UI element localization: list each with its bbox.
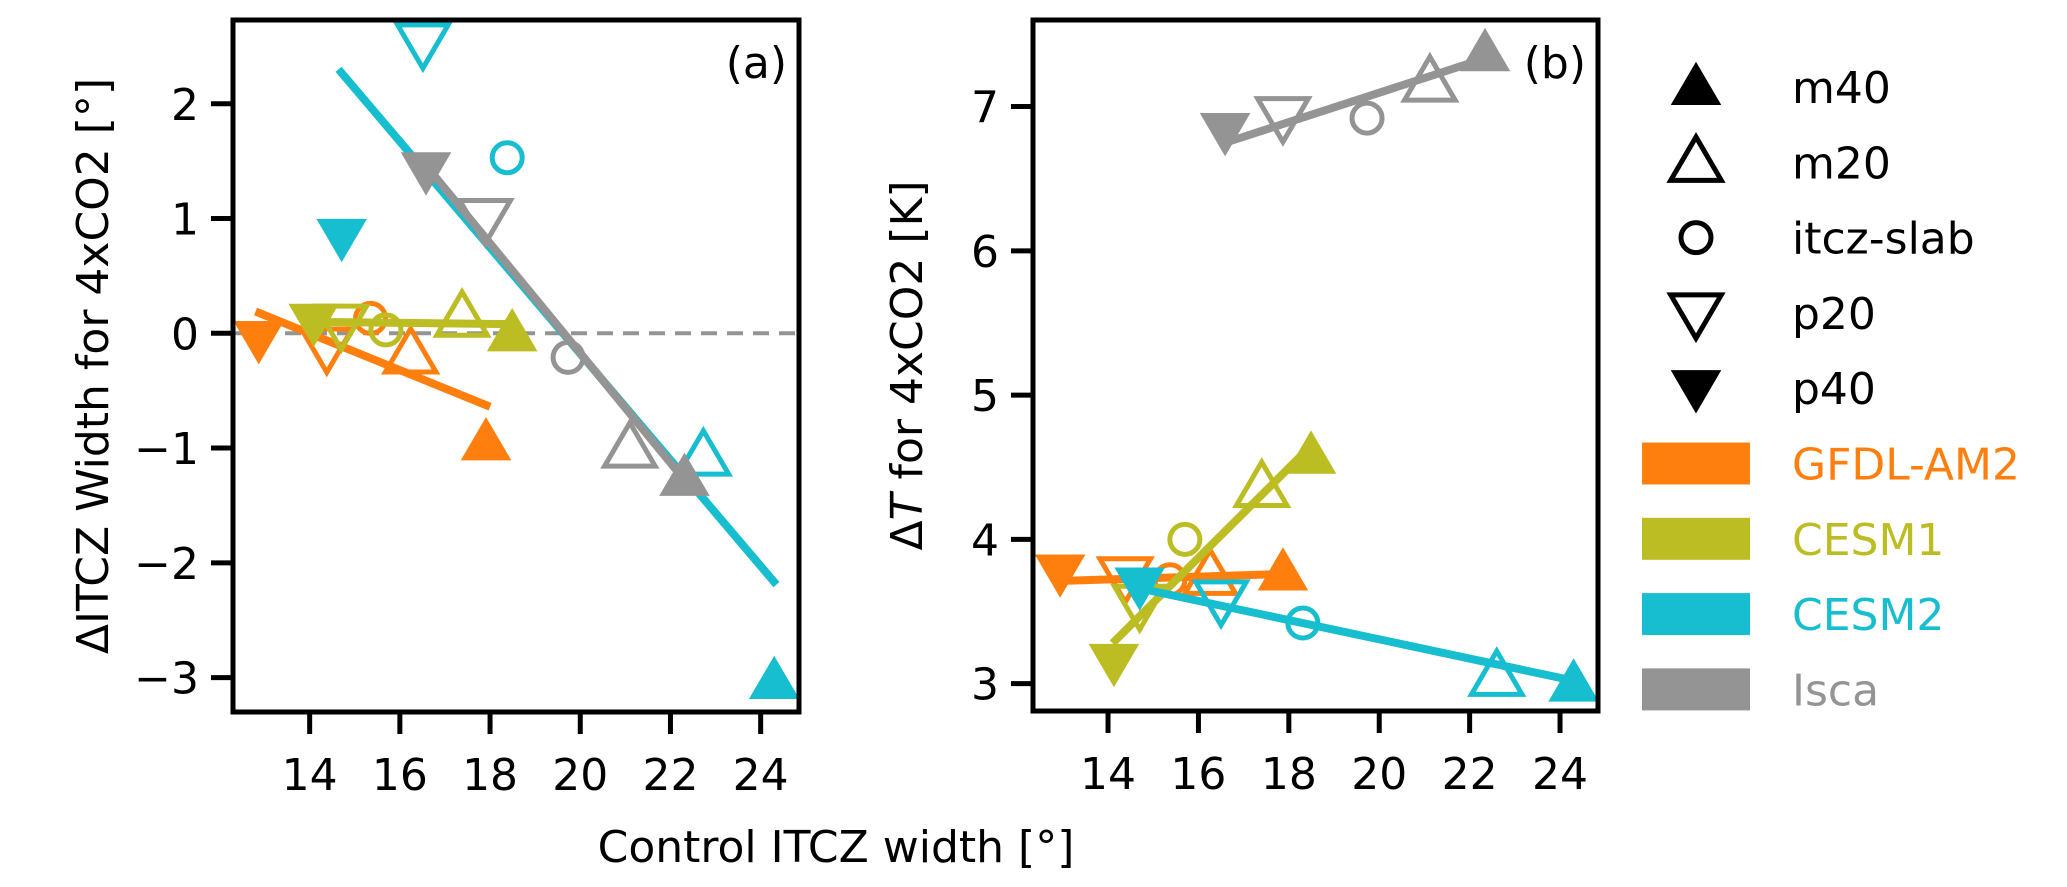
axes-frame: [1030, 17, 1601, 714]
x-tick-label: 24: [1532, 749, 1588, 800]
data-point-cesm2-p40: [316, 218, 367, 263]
legend-label: GFDL-AM2: [1792, 440, 2020, 491]
legend-label: itcz-slab: [1792, 214, 1975, 265]
x-tick-label: 18: [462, 750, 518, 801]
series-cesm1: [1088, 430, 1337, 688]
legend-label: m20: [1792, 138, 1891, 189]
plot-area: [1034, 27, 1598, 702]
panel-a: 14 16 18 20 22 24 2 1 0 −1 −2 −3 (a) ΔITCZ Width for …: [68, 17, 802, 801]
legend-color-swatch: [1642, 668, 1750, 711]
data-point-cesm1-m40: [486, 307, 538, 352]
y-tick-label: −2: [134, 539, 199, 590]
x-tick-label: 22: [642, 750, 698, 801]
legend-label: Isca: [1792, 665, 1879, 716]
legend-color-swatch: [1642, 593, 1750, 636]
data-point-cesm2-m20: [673, 425, 734, 477]
y-axis-label-variable: T: [882, 490, 933, 520]
fit-line-cesm2: [1138, 584, 1575, 685]
fit-line-cesm1: [309, 317, 513, 329]
panel-b: 14 16 18 20 22 24 7 6 5 4 3 (b) ΔT for 4xCO2 [K]: [882, 17, 1601, 800]
data-point-cesm1-itcz-slab: [1167, 521, 1203, 557]
data-point-gfdl-am2-m40: [1257, 547, 1309, 591]
series-isca: [400, 152, 710, 496]
x-tick-label: 24: [733, 750, 789, 801]
x-tick-label: 18: [1261, 749, 1317, 800]
data-point-isca-p40: [400, 152, 452, 196]
y-tick-label: 2: [171, 80, 199, 131]
data-point-cesm1-p40: [1088, 643, 1140, 688]
legend-item-p20: p20: [1666, 289, 1876, 344]
y-tick-label: 6: [971, 227, 999, 278]
x-tick-label: 20: [552, 750, 608, 801]
legend-marker-itcz-slab-icon: [1678, 220, 1714, 256]
panel-label: (a): [726, 38, 787, 89]
y-tick-label: −1: [134, 424, 199, 475]
legend-color-swatch: [1642, 442, 1750, 485]
data-point-isca-m20: [600, 417, 660, 469]
y-tick-label: 4: [971, 515, 999, 566]
y-tick-label: 3: [971, 660, 999, 711]
legend-item-m20: m20: [1666, 132, 1891, 189]
legend-label: p20: [1792, 289, 1876, 340]
x-axis-label: Control ITCZ width [°]: [598, 822, 1075, 873]
data-point-isca-p40: [1199, 113, 1251, 157]
y-axis-label-prefix: Δ: [882, 520, 933, 550]
legend-marker-m20-icon: [1666, 132, 1726, 183]
x-tick-label: 16: [372, 750, 428, 801]
y-axis-label-suffix: for 4xCO2 [K]: [882, 180, 933, 493]
data-point-gfdl-am2-p40: [1034, 554, 1086, 598]
legend-item-itcz-slab: itcz-slab: [1678, 214, 1975, 265]
x-tick-label: 14: [282, 750, 338, 801]
legend-item-cesm2: CESM2: [1642, 590, 1944, 641]
y-tick-label: −3: [134, 654, 199, 705]
data-point-gfdl-am2-m40: [460, 417, 512, 461]
series-cesm1: [288, 286, 538, 355]
fit-line-gfdl-am2: [254, 307, 492, 411]
fit-line-isca: [1224, 55, 1485, 147]
data-point-cesm2-itcz-slab: [489, 140, 525, 176]
data-point-isca-itcz-slab: [1349, 100, 1385, 136]
fit-line-gfdl-am2: [1053, 569, 1285, 586]
data-point-cesm1-m20: [432, 286, 492, 338]
fit-line-isca: [427, 168, 692, 488]
panel-label: (b): [1524, 38, 1586, 89]
data-point-gfdl-am2-m20: [1180, 545, 1240, 596]
legend-label: CESM1: [1792, 515, 1944, 566]
legend-label: CESM2: [1792, 590, 1944, 641]
legend-marker-p40-icon: [1670, 370, 1722, 414]
y-axis-label: ΔITCZ Width for 4xCO2 [°]: [68, 78, 119, 654]
fit-line-cesm1: [1109, 447, 1310, 647]
legend-marker-m40-icon: [1670, 61, 1722, 106]
x-tick-label: 16: [1170, 749, 1226, 800]
y-tick-label: 0: [171, 309, 199, 360]
data-point-cesm2-m20: [1467, 646, 1527, 697]
legend-label: m40: [1792, 63, 1891, 114]
legend-label: p40: [1792, 364, 1876, 415]
data-point-cesm2-p20: [393, 22, 453, 74]
x-tick-label: 22: [1442, 749, 1498, 800]
axes-frame: [230, 17, 802, 715]
y-tick-label: 5: [971, 371, 999, 422]
data-point-gfdl-am2-p40: [233, 320, 285, 365]
data-point-cesm2-m40: [748, 655, 799, 700]
series-isca: [1199, 27, 1511, 157]
data-point-cesm1-p20: [311, 303, 371, 355]
y-axis-label: ΔT for 4xCO2 [K]: [882, 180, 933, 550]
legend: m40 m20 itcz-slab p20 p40 GFDL-AM2 CESM1 CESM2 I…: [1642, 61, 2020, 716]
x-tick-label: 20: [1351, 749, 1407, 800]
plot-area: [233, 22, 799, 700]
x-tick-label: 14: [1080, 749, 1136, 800]
data-point-cesm1-itcz-slab: [368, 312, 404, 348]
y-tick-label: 1: [171, 195, 199, 246]
legend-item-gfdl-am2: GFDL-AM2: [1642, 440, 2020, 491]
y-tick-label: 7: [971, 83, 999, 134]
legend-item-p40: p40: [1670, 364, 1876, 415]
legend-item-m40: m40: [1670, 61, 1891, 114]
legend-marker-p20-icon: [1666, 292, 1726, 344]
series-cesm2: [1114, 567, 1598, 702]
legend-item-isca: Isca: [1642, 665, 1879, 716]
legend-color-swatch: [1642, 517, 1750, 560]
legend-item-cesm1: CESM1: [1642, 515, 1944, 566]
